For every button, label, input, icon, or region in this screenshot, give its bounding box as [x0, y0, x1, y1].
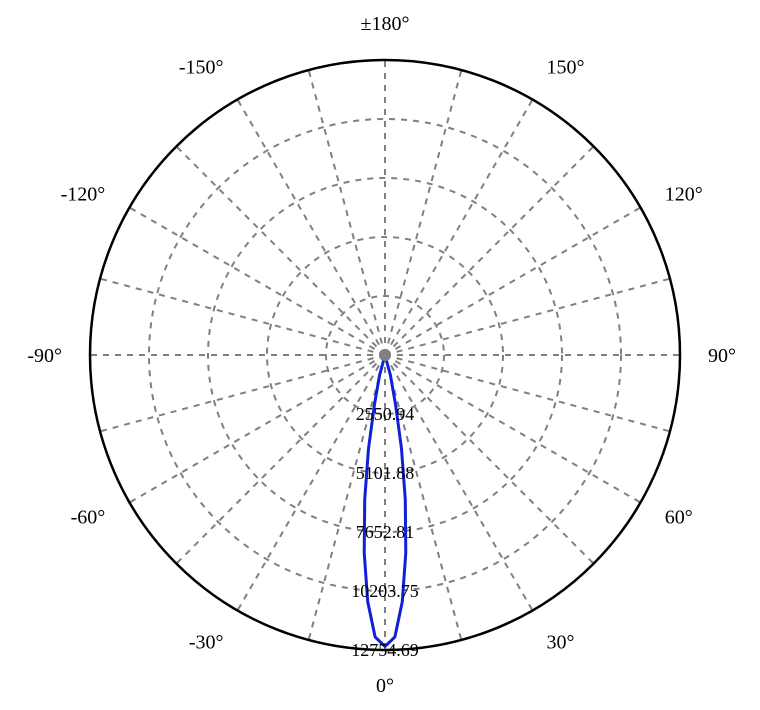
angle-label: 0°: [376, 675, 394, 697]
radial-label: 7652.81: [356, 522, 415, 542]
angle-label: 60°: [665, 507, 693, 529]
angle-label: 120°: [665, 184, 703, 206]
angle-label: 90°: [708, 345, 736, 367]
angle-label: -30°: [189, 632, 224, 654]
angle-label: -150°: [179, 56, 224, 78]
radial-label: 12754.69: [351, 640, 419, 660]
center-dot: [379, 349, 391, 361]
radial-label: 5101.88: [356, 463, 415, 483]
polar-chart: 2550.94 5101.88 7652.81 10203.75 12754.69 0°…: [0, 0, 760, 710]
angle-label: 30°: [547, 632, 575, 654]
angle-label: -90°: [27, 345, 62, 367]
radial-label: 10203.75: [351, 581, 419, 601]
radial-label: 2550.94: [356, 404, 415, 424]
angle-label: -60°: [71, 507, 106, 529]
angle-label: -120°: [61, 184, 106, 206]
angle-label: ±180°: [361, 13, 410, 35]
angle-label: 150°: [547, 56, 585, 78]
